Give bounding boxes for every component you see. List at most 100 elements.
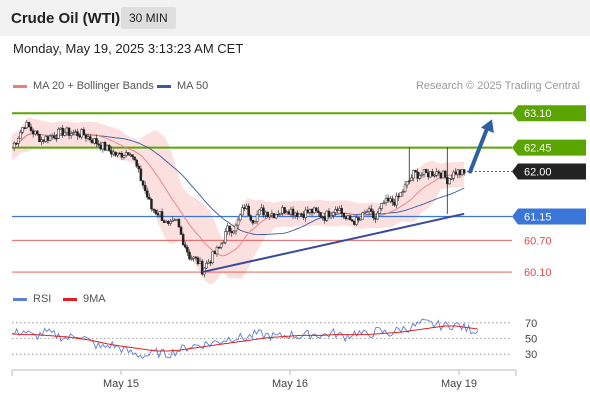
candles (12, 120, 466, 278)
candle (156, 213, 160, 216)
level-tag-62.00: 62.00 (512, 163, 586, 180)
candle (340, 207, 343, 214)
level-tag-bg (512, 139, 586, 156)
candle (427, 172, 430, 178)
candle (232, 230, 236, 234)
candle (40, 139, 43, 143)
candle (361, 212, 365, 220)
candle (441, 170, 445, 179)
candle (325, 210, 329, 221)
candle (160, 211, 164, 221)
candle (230, 231, 234, 234)
projection-arrow (468, 124, 490, 174)
candle (435, 171, 438, 176)
candle (414, 170, 417, 173)
candle (93, 138, 96, 144)
level-tag-60.10: 60.10 (524, 267, 552, 279)
candle (173, 219, 176, 221)
interval-badge[interactable]: 30 MIN (121, 7, 176, 29)
candle (165, 220, 168, 223)
candle (431, 171, 434, 177)
trendline (201, 212, 465, 274)
candle (213, 251, 217, 255)
candle (154, 210, 157, 214)
candle (382, 202, 386, 205)
candle (388, 198, 392, 202)
candle (403, 184, 407, 192)
candle (137, 165, 141, 170)
candle (228, 225, 231, 232)
candle (131, 154, 134, 158)
candle (126, 152, 130, 156)
candle (450, 178, 453, 180)
candle (103, 142, 107, 151)
candle (217, 247, 221, 249)
candle (296, 212, 299, 217)
ma20-swatch (13, 84, 27, 88)
candle (194, 256, 198, 259)
rsi-label: RSI (33, 293, 52, 305)
level-tag-label: 63.10 (524, 108, 552, 120)
candle (171, 220, 174, 222)
candle (48, 135, 52, 141)
candle (274, 214, 278, 219)
candle (253, 221, 257, 224)
candle (395, 195, 398, 206)
candle (120, 152, 124, 158)
rsi-tick-label: 30 (525, 349, 537, 361)
level-tag-label: 61.15 (524, 211, 552, 223)
legend-rsi-ma: 9MA (63, 293, 106, 305)
candle (243, 207, 246, 209)
candle (27, 121, 31, 128)
candle (238, 214, 242, 221)
candle (162, 220, 166, 223)
candle (380, 203, 384, 209)
level-tag-label: 62.45 (524, 143, 552, 155)
candle (44, 136, 48, 142)
candle (458, 169, 462, 175)
candle (443, 170, 447, 178)
rsi-ma-swatch (63, 297, 77, 301)
candle (169, 221, 172, 224)
candle (84, 134, 88, 139)
candle (424, 169, 428, 173)
candle (184, 244, 187, 248)
candle (88, 136, 92, 141)
level-tag-bg (512, 208, 586, 225)
candle (86, 136, 90, 139)
candle (219, 243, 223, 248)
candle (31, 130, 35, 135)
candle (386, 197, 390, 202)
candle (289, 208, 293, 215)
candle (222, 242, 225, 245)
candle (281, 207, 284, 214)
candle (207, 261, 210, 264)
candle (293, 212, 297, 216)
candle (78, 135, 81, 138)
candle (420, 174, 424, 176)
candle (308, 209, 312, 213)
candle (234, 224, 238, 232)
candle (148, 196, 151, 200)
candle (65, 127, 69, 133)
candle (384, 197, 388, 204)
level-tag-bg (512, 105, 586, 122)
candle (177, 219, 181, 228)
candle (209, 261, 212, 264)
bollinger-band (12, 117, 465, 285)
candle (355, 217, 358, 225)
candle (369, 208, 373, 212)
candle (181, 234, 185, 246)
ma50-swatch (157, 84, 171, 88)
level-tag-62.45: 62.45 (512, 139, 586, 156)
candle (57, 128, 60, 139)
candle (186, 247, 189, 253)
candle (12, 142, 16, 148)
candle (23, 127, 26, 129)
candle (257, 209, 261, 216)
candle (124, 152, 128, 156)
candle (291, 208, 295, 216)
candle (329, 215, 333, 218)
level-tag-label: 60.10 (524, 267, 552, 279)
x-tick-label: May 15 (103, 378, 139, 390)
